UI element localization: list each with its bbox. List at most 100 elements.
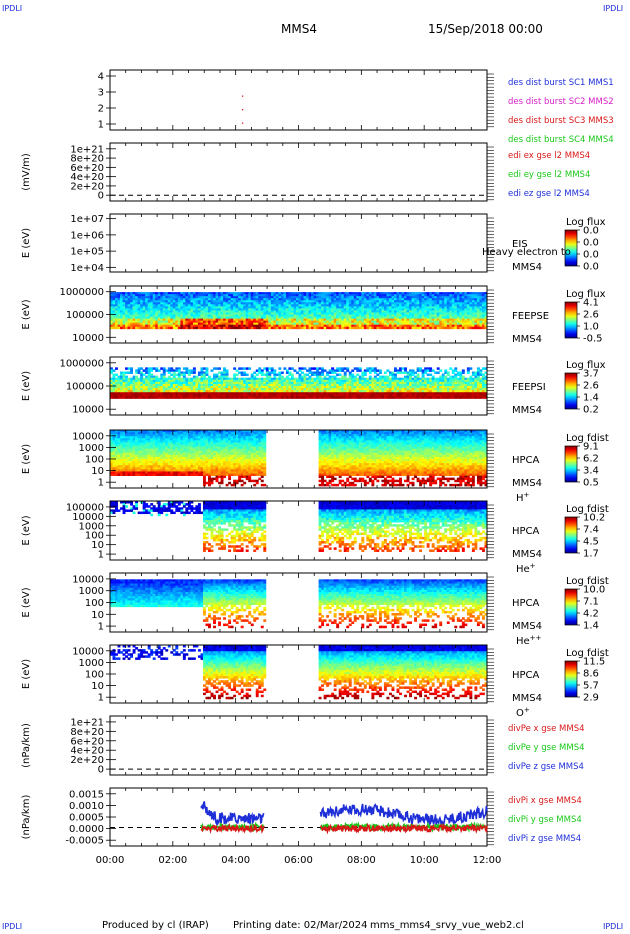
panel-feepsi-cell bbox=[225, 394, 229, 397]
panel-feepse-cell bbox=[175, 298, 179, 301]
panel-feepse-cell bbox=[225, 310, 229, 313]
panel-feepse-cell bbox=[394, 316, 397, 319]
panel-feepse-cell bbox=[268, 304, 272, 307]
panel-feepse-cell bbox=[240, 304, 244, 307]
panel-feepse-cell bbox=[424, 326, 428, 330]
panel-feepsi-cell bbox=[255, 386, 259, 389]
panel-feepsi-cell bbox=[180, 392, 184, 395]
panel-feepse-cell bbox=[451, 318, 455, 322]
panel-feepsi-cell bbox=[424, 396, 428, 399]
panel-feepsi-cell bbox=[394, 369, 397, 372]
panel-feepse-cell bbox=[368, 310, 372, 313]
panel-feepse-cell bbox=[444, 312, 448, 315]
panel-feepse-cell bbox=[419, 294, 423, 297]
panel-feepsi-cell bbox=[220, 381, 224, 385]
panel-feepsi-cell bbox=[213, 390, 216, 393]
panel-feepse-cell bbox=[285, 302, 289, 305]
panel-feepse-cell bbox=[444, 324, 448, 328]
panel-feepse-cell bbox=[474, 308, 478, 311]
panel-feepsi-cell bbox=[358, 390, 362, 393]
panel-feepsi-cell bbox=[348, 388, 352, 391]
panel-feepsi-cell bbox=[182, 390, 186, 393]
panel-feepsi-cell bbox=[363, 371, 367, 374]
panel-feepse-cell bbox=[150, 324, 154, 328]
panel-feepse-cell bbox=[248, 314, 252, 317]
panel-feepsi-cell bbox=[270, 390, 274, 393]
panel-feepse-cell bbox=[112, 326, 116, 330]
panel-feepse-cell bbox=[371, 294, 375, 297]
panel-feepsi-cell bbox=[301, 388, 304, 391]
panel-feepse-cell bbox=[220, 308, 224, 311]
panel-feepse-cell bbox=[288, 294, 292, 297]
panel-feepse-cell bbox=[167, 312, 171, 315]
panel-feepsi-cell bbox=[318, 373, 322, 377]
panel-feepse-cell bbox=[283, 326, 287, 330]
panel-feepse-cell bbox=[187, 294, 191, 297]
panel-feepsi-cell bbox=[142, 381, 146, 385]
panel-feepse-cell bbox=[421, 324, 425, 328]
panel-feepse-cell bbox=[348, 322, 352, 326]
panel-feepse-cell bbox=[255, 292, 259, 295]
panel-feepse-cell bbox=[343, 292, 347, 295]
panel-feepse-cell bbox=[426, 304, 430, 307]
panel-feepsi-cell bbox=[145, 394, 149, 397]
panel-feepsi-cell bbox=[185, 371, 189, 374]
panel-feepse-cell bbox=[348, 314, 352, 317]
panel-feepse-cell bbox=[464, 296, 468, 299]
panel-feepsi-cell bbox=[446, 377, 450, 381]
panel-feepsi-cell bbox=[401, 386, 405, 389]
panel-feepsi-cell bbox=[459, 394, 463, 397]
panel-feepse-cell bbox=[245, 294, 249, 297]
panel-feepse-cell bbox=[190, 320, 194, 324]
panel-feepse-cell bbox=[456, 322, 460, 326]
panel-feepse-cell bbox=[192, 322, 196, 326]
panel-feepsi-cell bbox=[155, 375, 159, 379]
panel-feepsi-cell bbox=[187, 379, 191, 383]
panel-feepse-cell bbox=[373, 320, 377, 324]
panel-feepse-cell bbox=[142, 296, 146, 299]
panel-feepsi-cell bbox=[456, 377, 460, 381]
panel-feepse-cell bbox=[456, 318, 460, 322]
panel-feepsi-cell bbox=[331, 377, 335, 381]
panel-feepse-cell bbox=[331, 294, 335, 297]
panel-feepse-cell bbox=[429, 300, 433, 303]
panel-feepse-cell bbox=[117, 310, 121, 313]
panel-feepsi-cell bbox=[388, 394, 392, 397]
panel-feepsi-cell bbox=[416, 386, 420, 389]
panel-feepse-cell bbox=[197, 318, 201, 322]
panel-feepse-cell bbox=[396, 318, 400, 322]
panel-feepsi-cell bbox=[331, 396, 335, 399]
panel-feepse-cell bbox=[426, 294, 430, 297]
panel-feepsi-cell bbox=[336, 383, 340, 387]
panel-feepse-cell bbox=[414, 326, 418, 330]
panel-feepse-cell bbox=[175, 302, 179, 305]
panel-feepsi-cell bbox=[481, 394, 485, 397]
panel-feepse-cell bbox=[220, 318, 224, 322]
panel-feepse-cell bbox=[451, 294, 455, 297]
panel-feepsi-cell bbox=[213, 377, 216, 381]
panel-feepse-cell bbox=[331, 308, 335, 311]
panel-feepse-cell bbox=[303, 312, 307, 315]
panel-feepsi-cell bbox=[270, 367, 274, 370]
panel-feepse-cell bbox=[481, 296, 485, 299]
panel-feepsi-cell bbox=[401, 388, 405, 391]
panel-feepse-cell bbox=[180, 314, 184, 317]
panel-feepsi-cell bbox=[346, 396, 350, 399]
panel-feepse-cell bbox=[371, 318, 375, 322]
panel-feepse-cell bbox=[439, 310, 443, 313]
panel-feepse-cell bbox=[411, 320, 415, 324]
panel-feepse-cell bbox=[182, 316, 186, 319]
panel-feepsi-cell bbox=[464, 379, 468, 383]
panel-feepse-cell bbox=[185, 296, 189, 299]
panel-feepse-cell bbox=[331, 310, 335, 313]
panel-feepsi-cell bbox=[120, 394, 123, 397]
panel-feepsi-cell bbox=[165, 390, 169, 393]
panel-feepse-cell bbox=[424, 324, 428, 328]
panel-feepsi-cell bbox=[172, 396, 176, 399]
panel-feepsi-cell bbox=[185, 390, 189, 393]
panel-feepsi-cell bbox=[215, 390, 219, 393]
panel-feepse-cell bbox=[228, 298, 232, 301]
panel-feepsi-cell bbox=[311, 377, 314, 381]
panel-feepsi-cell bbox=[331, 390, 335, 393]
panel-feepsi-cell bbox=[356, 381, 360, 385]
